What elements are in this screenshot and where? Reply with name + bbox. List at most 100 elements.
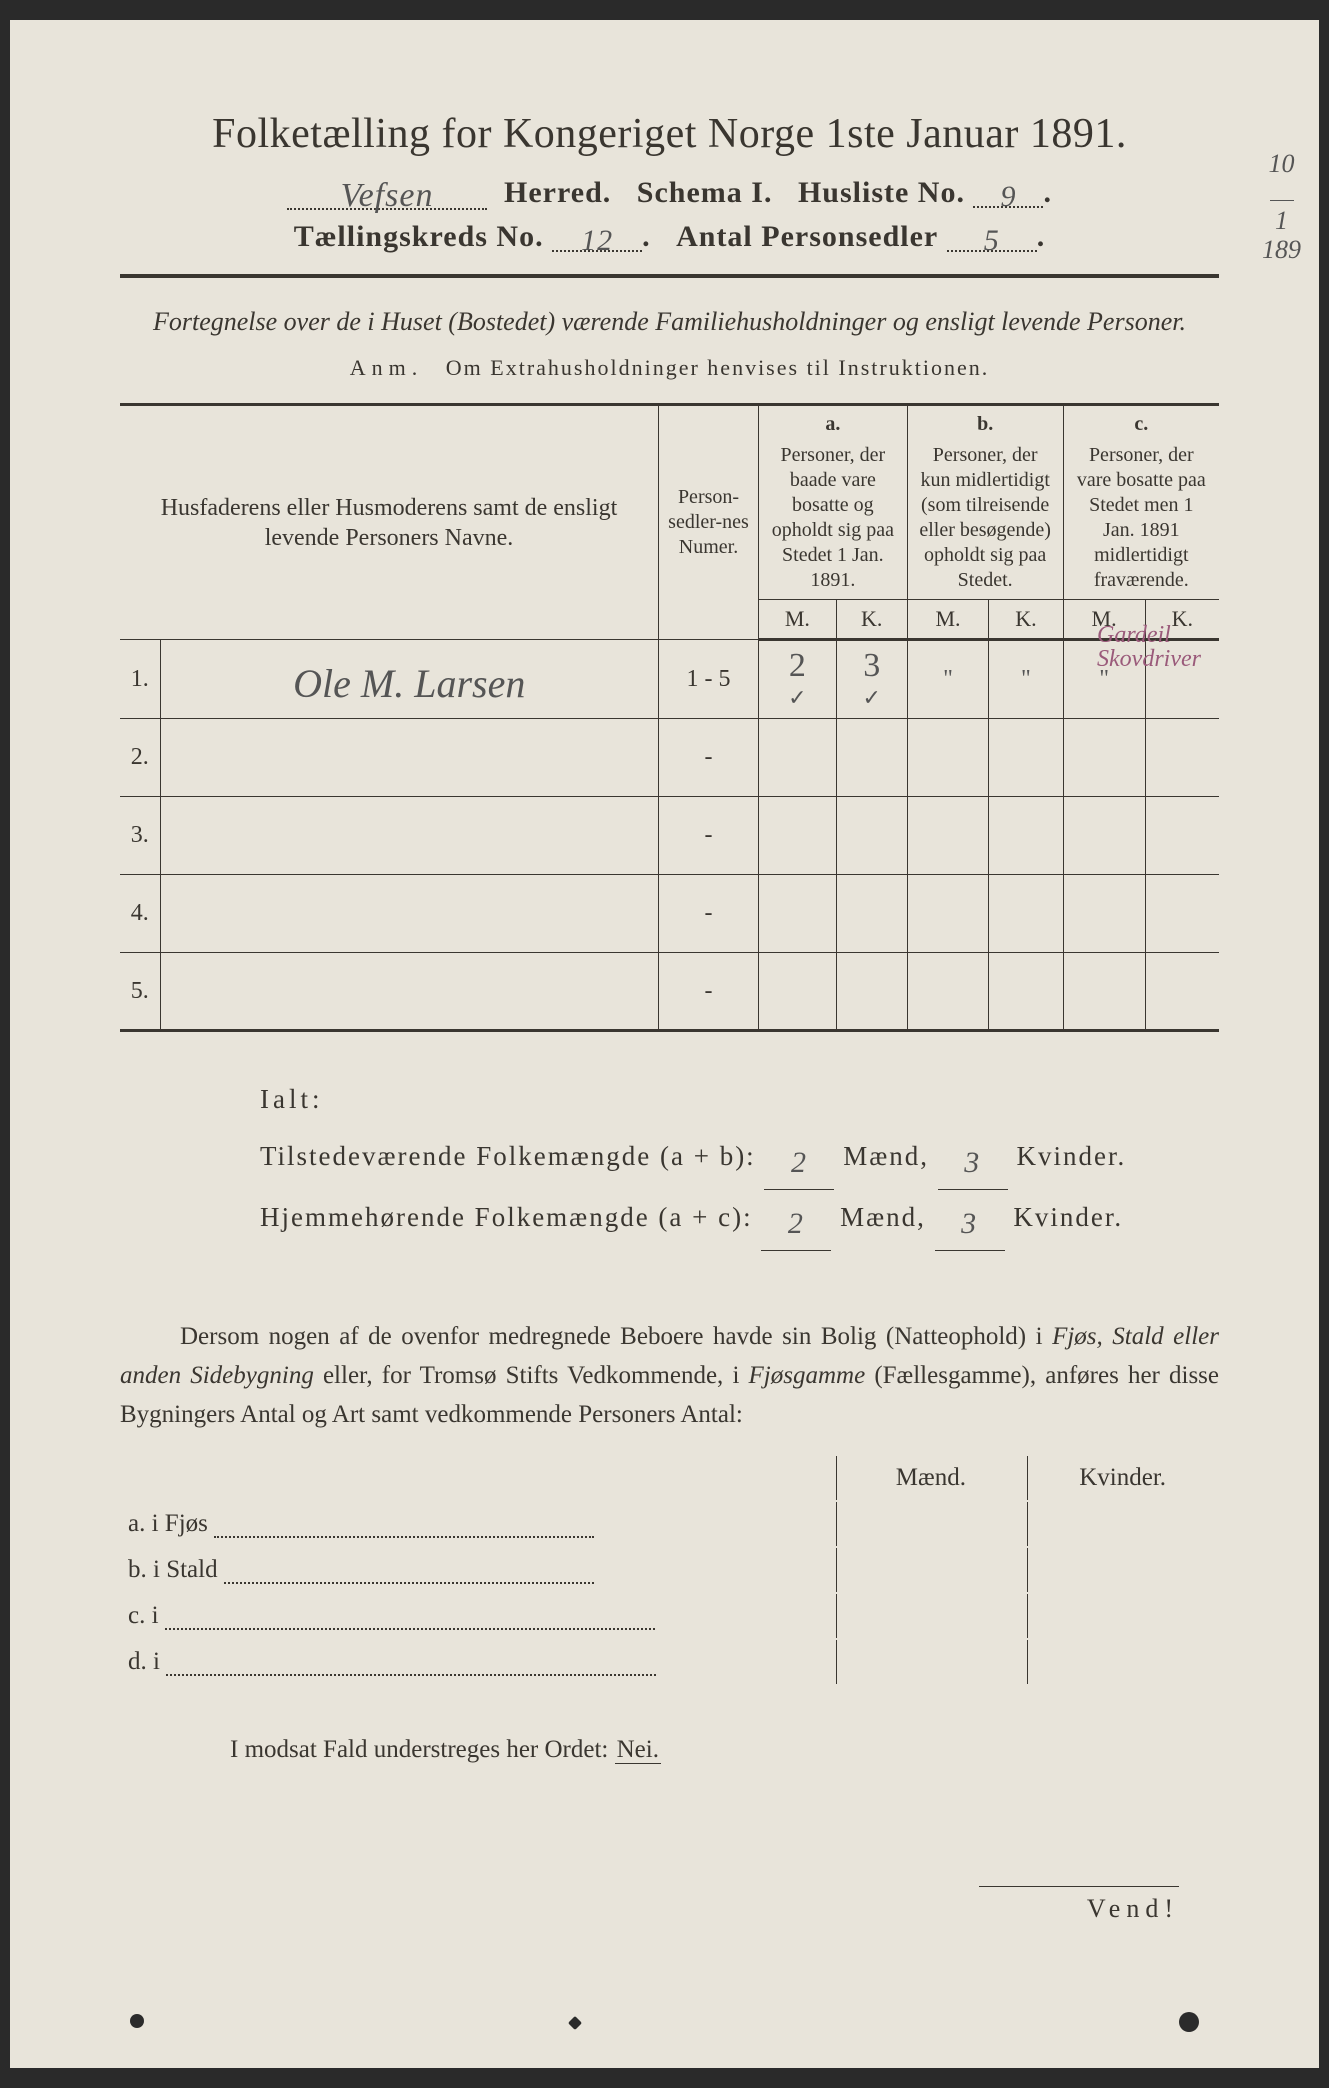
row-ps: - [659, 875, 759, 953]
row-number: 5. [120, 953, 160, 1031]
subtitle: Fortegnelse over de i Huset (Bostedet) v… [120, 304, 1219, 339]
row-ak [836, 797, 907, 875]
header-line-2: Tællingskreds No. 12. Antal Personsedler… [120, 220, 1219, 254]
totals-line-1: Tilstedeværende Folkemængde (a + b): 2 M… [260, 1126, 1219, 1187]
col-a-k: K. [836, 600, 907, 640]
row-bm: " [907, 640, 988, 719]
row-ck [1145, 875, 1219, 953]
sub-head-m: Mænd. [836, 1456, 1026, 1500]
margin-date-bot: 189 [1262, 235, 1301, 264]
col-b-k: K. [989, 600, 1063, 640]
row-am [759, 953, 837, 1031]
table-row: 3. - [120, 797, 1219, 875]
vend-label: Vend! [1087, 1894, 1179, 1923]
page-title: Folketælling for Kongeriget Norge 1ste J… [120, 110, 1219, 158]
row-cm [1063, 719, 1145, 797]
herred-value: Vefsen [341, 177, 434, 214]
ink-spot-icon [130, 2014, 144, 2028]
row-am [759, 719, 837, 797]
col-name: Husfaderens eller Husmoderens samt de en… [120, 405, 659, 640]
row-ck [1145, 797, 1219, 875]
row-name [160, 953, 659, 1031]
col-a-m: M. [759, 600, 837, 640]
margin-date-note: 10 1 189 [1262, 150, 1301, 264]
nei-word: Nei. [615, 1736, 661, 1764]
row-bm [907, 953, 988, 1031]
schema-label: Schema I. [637, 176, 773, 209]
row-am: 2✓ [759, 640, 837, 719]
sub-head-k: Kvinder. [1027, 1456, 1217, 1500]
row-bk [989, 875, 1063, 953]
tot2-k: 3 [961, 1207, 978, 1240]
herred-label: Herred. [504, 176, 611, 209]
kreds-value: 12 [581, 224, 613, 257]
col-personsedler: Person-sedler-nes Numer. [659, 405, 759, 640]
row-number: 4. [120, 875, 160, 953]
row-ak [836, 953, 907, 1031]
row-number: 1. [120, 640, 160, 719]
side-note-1: Gardeil [1097, 622, 1171, 648]
row-am [759, 797, 837, 875]
col-b-m: M. [907, 600, 988, 640]
row-ck [1145, 953, 1219, 1031]
row-am [759, 875, 837, 953]
row-ak: 3✓ [836, 640, 907, 719]
header-rule [120, 274, 1219, 278]
sub-row-c: c. i [122, 1594, 1217, 1638]
row-name [160, 875, 659, 953]
tot2-m: 2 [788, 1207, 805, 1240]
row-ps: - [659, 953, 759, 1031]
antal-value: 5 [984, 224, 1000, 257]
sub-row-a: a. i Fjøs [122, 1502, 1217, 1546]
col-c: c. Personer, der vare bosatte paa Stedet… [1063, 405, 1219, 600]
row-name: Ole M. Larsen [160, 640, 659, 719]
row-ak [836, 875, 907, 953]
sub-row-b: b. i Stald [122, 1548, 1217, 1592]
row-ps: - [659, 797, 759, 875]
anm-line: Anm. Om Extrahusholdninger henvises til … [120, 355, 1219, 381]
totals-block: Ialt: Tilstedeværende Folkemængde (a + b… [260, 1072, 1219, 1248]
ink-spot-icon [1179, 2012, 1199, 2032]
antal-label: Antal Personsedler [676, 220, 938, 253]
totals-line-2: Hjemmehørende Folkemængde (a + c): 2 Mæn… [260, 1187, 1219, 1248]
tot1-m: 2 [791, 1146, 808, 1179]
row-cm [1063, 797, 1145, 875]
table-row: 4. - [120, 875, 1219, 953]
ink-spot-icon [568, 2016, 582, 2030]
margin-date-top: 10 [1269, 149, 1295, 178]
ialt-label: Ialt: [260, 1072, 1219, 1126]
nei-line: I modsat Fald understreges her Ordet: Ne… [120, 1736, 1219, 1764]
row-ps: - [659, 719, 759, 797]
paragraph: Dersom nogen af de ovenfor medregnede Be… [120, 1318, 1219, 1434]
sub-row-d: d. i [122, 1640, 1217, 1684]
vend-block: Vend! [120, 1864, 1219, 1924]
row-bk [989, 719, 1063, 797]
husliste-label: Husliste No. [798, 176, 965, 209]
table-row: 2. - [120, 719, 1219, 797]
sub-table: Mænd. Kvinder. a. i Fjøs b. i Stald c. i… [120, 1454, 1219, 1686]
census-form-page: 10 1 189 Folketælling for Kongeriget Nor… [10, 20, 1319, 2068]
row-ck [1145, 719, 1219, 797]
side-note-2: Skovdriver [1097, 646, 1201, 672]
census-table: Husfaderens eller Husmoderens samt de en… [120, 403, 1219, 1032]
row-number: 3. [120, 797, 160, 875]
row-name [160, 719, 659, 797]
tot1-k: 3 [964, 1146, 981, 1179]
row-cm [1063, 875, 1145, 953]
side-note: Gardeil Skovdriver [1097, 623, 1201, 671]
col-a: a. Personer, der baade vare bosatte og o… [759, 405, 908, 600]
row-bm [907, 719, 988, 797]
row-cm [1063, 953, 1145, 1031]
row-bm [907, 797, 988, 875]
table-row: 5. - [120, 953, 1219, 1031]
husliste-value: 9 [1000, 180, 1016, 213]
row-bk [989, 797, 1063, 875]
row-bk: " [989, 640, 1063, 719]
kreds-label: Tællingskreds No. [294, 220, 544, 253]
row-ak [836, 719, 907, 797]
row-name [160, 797, 659, 875]
anm-label: Anm. [350, 355, 424, 380]
margin-date-mid: 1 [1275, 206, 1288, 235]
row-number: 2. [120, 719, 160, 797]
table-row: 1.Ole M. Larsen1 - 52✓3✓""" [120, 640, 1219, 719]
